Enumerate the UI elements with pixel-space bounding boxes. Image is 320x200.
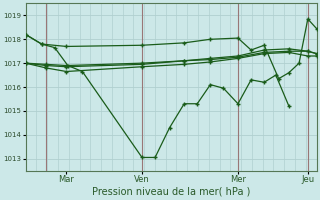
X-axis label: Pression niveau de la mer( hPa ): Pression niveau de la mer( hPa )	[92, 187, 250, 197]
